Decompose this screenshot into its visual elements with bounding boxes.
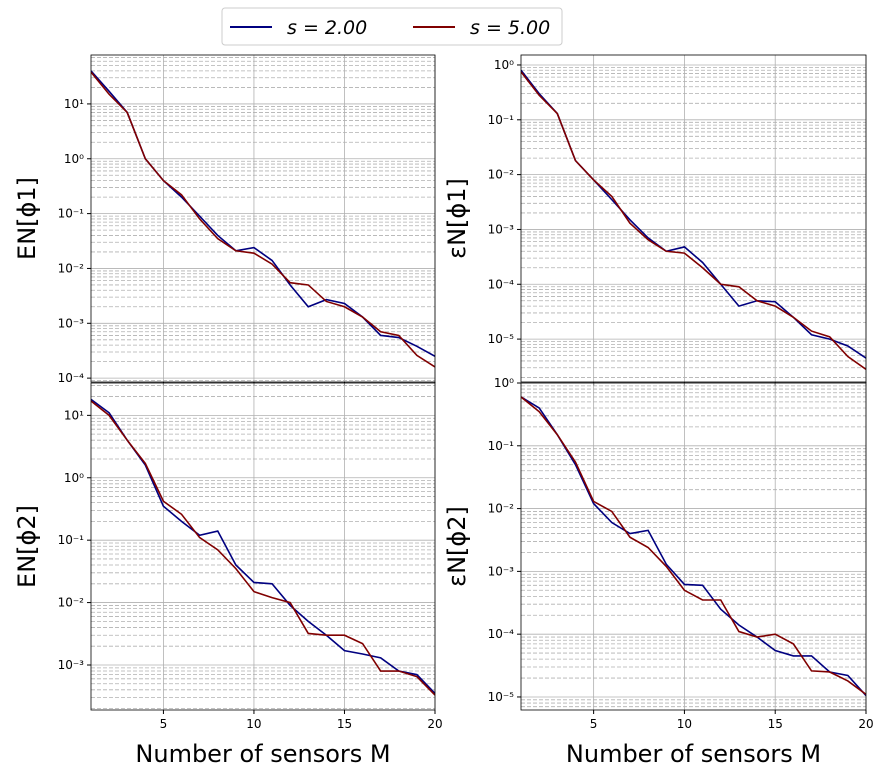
y-tick-label: 10⁻² <box>488 502 515 516</box>
data-line <box>91 398 435 694</box>
y-tick-label: 10⁻⁵ <box>488 332 515 346</box>
y-tick-label: 10⁻² <box>58 261 85 275</box>
y-axis-label: EN[ϕ2] <box>13 505 41 588</box>
x-tick-label: 15 <box>337 717 352 731</box>
y-tick-label: 10⁻¹ <box>488 439 515 453</box>
x-axis-label: Number of sensors M <box>135 740 390 768</box>
y-tick-label: 10⁻¹ <box>58 207 85 221</box>
y-tick-label: 10⁰ <box>64 471 84 485</box>
data-line <box>521 69 866 359</box>
x-axis-label: Number of sensors M <box>566 740 821 768</box>
y-tick-label: 10¹ <box>64 408 84 422</box>
legend-label: s = 2.00 <box>287 17 367 39</box>
axes-frame <box>90 54 436 383</box>
x-tick-label: 5 <box>160 717 168 731</box>
y-tick-label: 10⁻¹ <box>488 113 515 127</box>
axes-frame <box>520 54 867 383</box>
data-line <box>521 71 866 371</box>
data-line <box>91 400 435 696</box>
y-tick-label: 10⁻² <box>488 168 515 182</box>
y-axis-label: εN[ϕ1] <box>443 178 471 259</box>
y-tick-label: 10⁰ <box>494 376 514 390</box>
x-tick-label: 20 <box>427 717 442 731</box>
data-line <box>521 396 866 696</box>
legend-box <box>221 7 563 46</box>
y-axis-label: EN[ϕ1] <box>13 177 41 260</box>
axes-frame <box>520 382 867 711</box>
x-tick-label: 10 <box>246 717 261 731</box>
data-line <box>521 396 866 697</box>
y-tick-label: 10⁻³ <box>58 658 85 672</box>
y-tick-label: 10⁻¹ <box>58 533 85 547</box>
legend-label: s = 5.00 <box>470 17 550 39</box>
axes-frame <box>90 382 436 711</box>
y-tick-label: 10⁰ <box>494 58 514 72</box>
y-tick-label: 10⁰ <box>64 152 84 166</box>
x-tick-label: 15 <box>768 717 783 731</box>
y-tick-label: 10⁻⁴ <box>58 371 85 385</box>
y-tick-label: 10⁻⁵ <box>488 690 515 704</box>
y-tick-label: 10⁻² <box>58 596 85 610</box>
y-tick-label: 10¹ <box>64 97 84 111</box>
y-tick-label: 10⁻⁴ <box>488 277 515 291</box>
y-tick-label: 10⁻³ <box>488 222 515 236</box>
y-tick-label: 10⁻⁴ <box>488 627 515 641</box>
y-axis-label: εN[ϕ2] <box>443 506 471 587</box>
x-tick-label: 10 <box>677 717 692 731</box>
y-tick-label: 10⁻³ <box>488 564 515 578</box>
x-tick-label: 20 <box>858 717 873 731</box>
y-tick-label: 10⁻³ <box>58 316 85 330</box>
x-tick-label: 5 <box>590 717 598 731</box>
data-line <box>91 71 435 368</box>
